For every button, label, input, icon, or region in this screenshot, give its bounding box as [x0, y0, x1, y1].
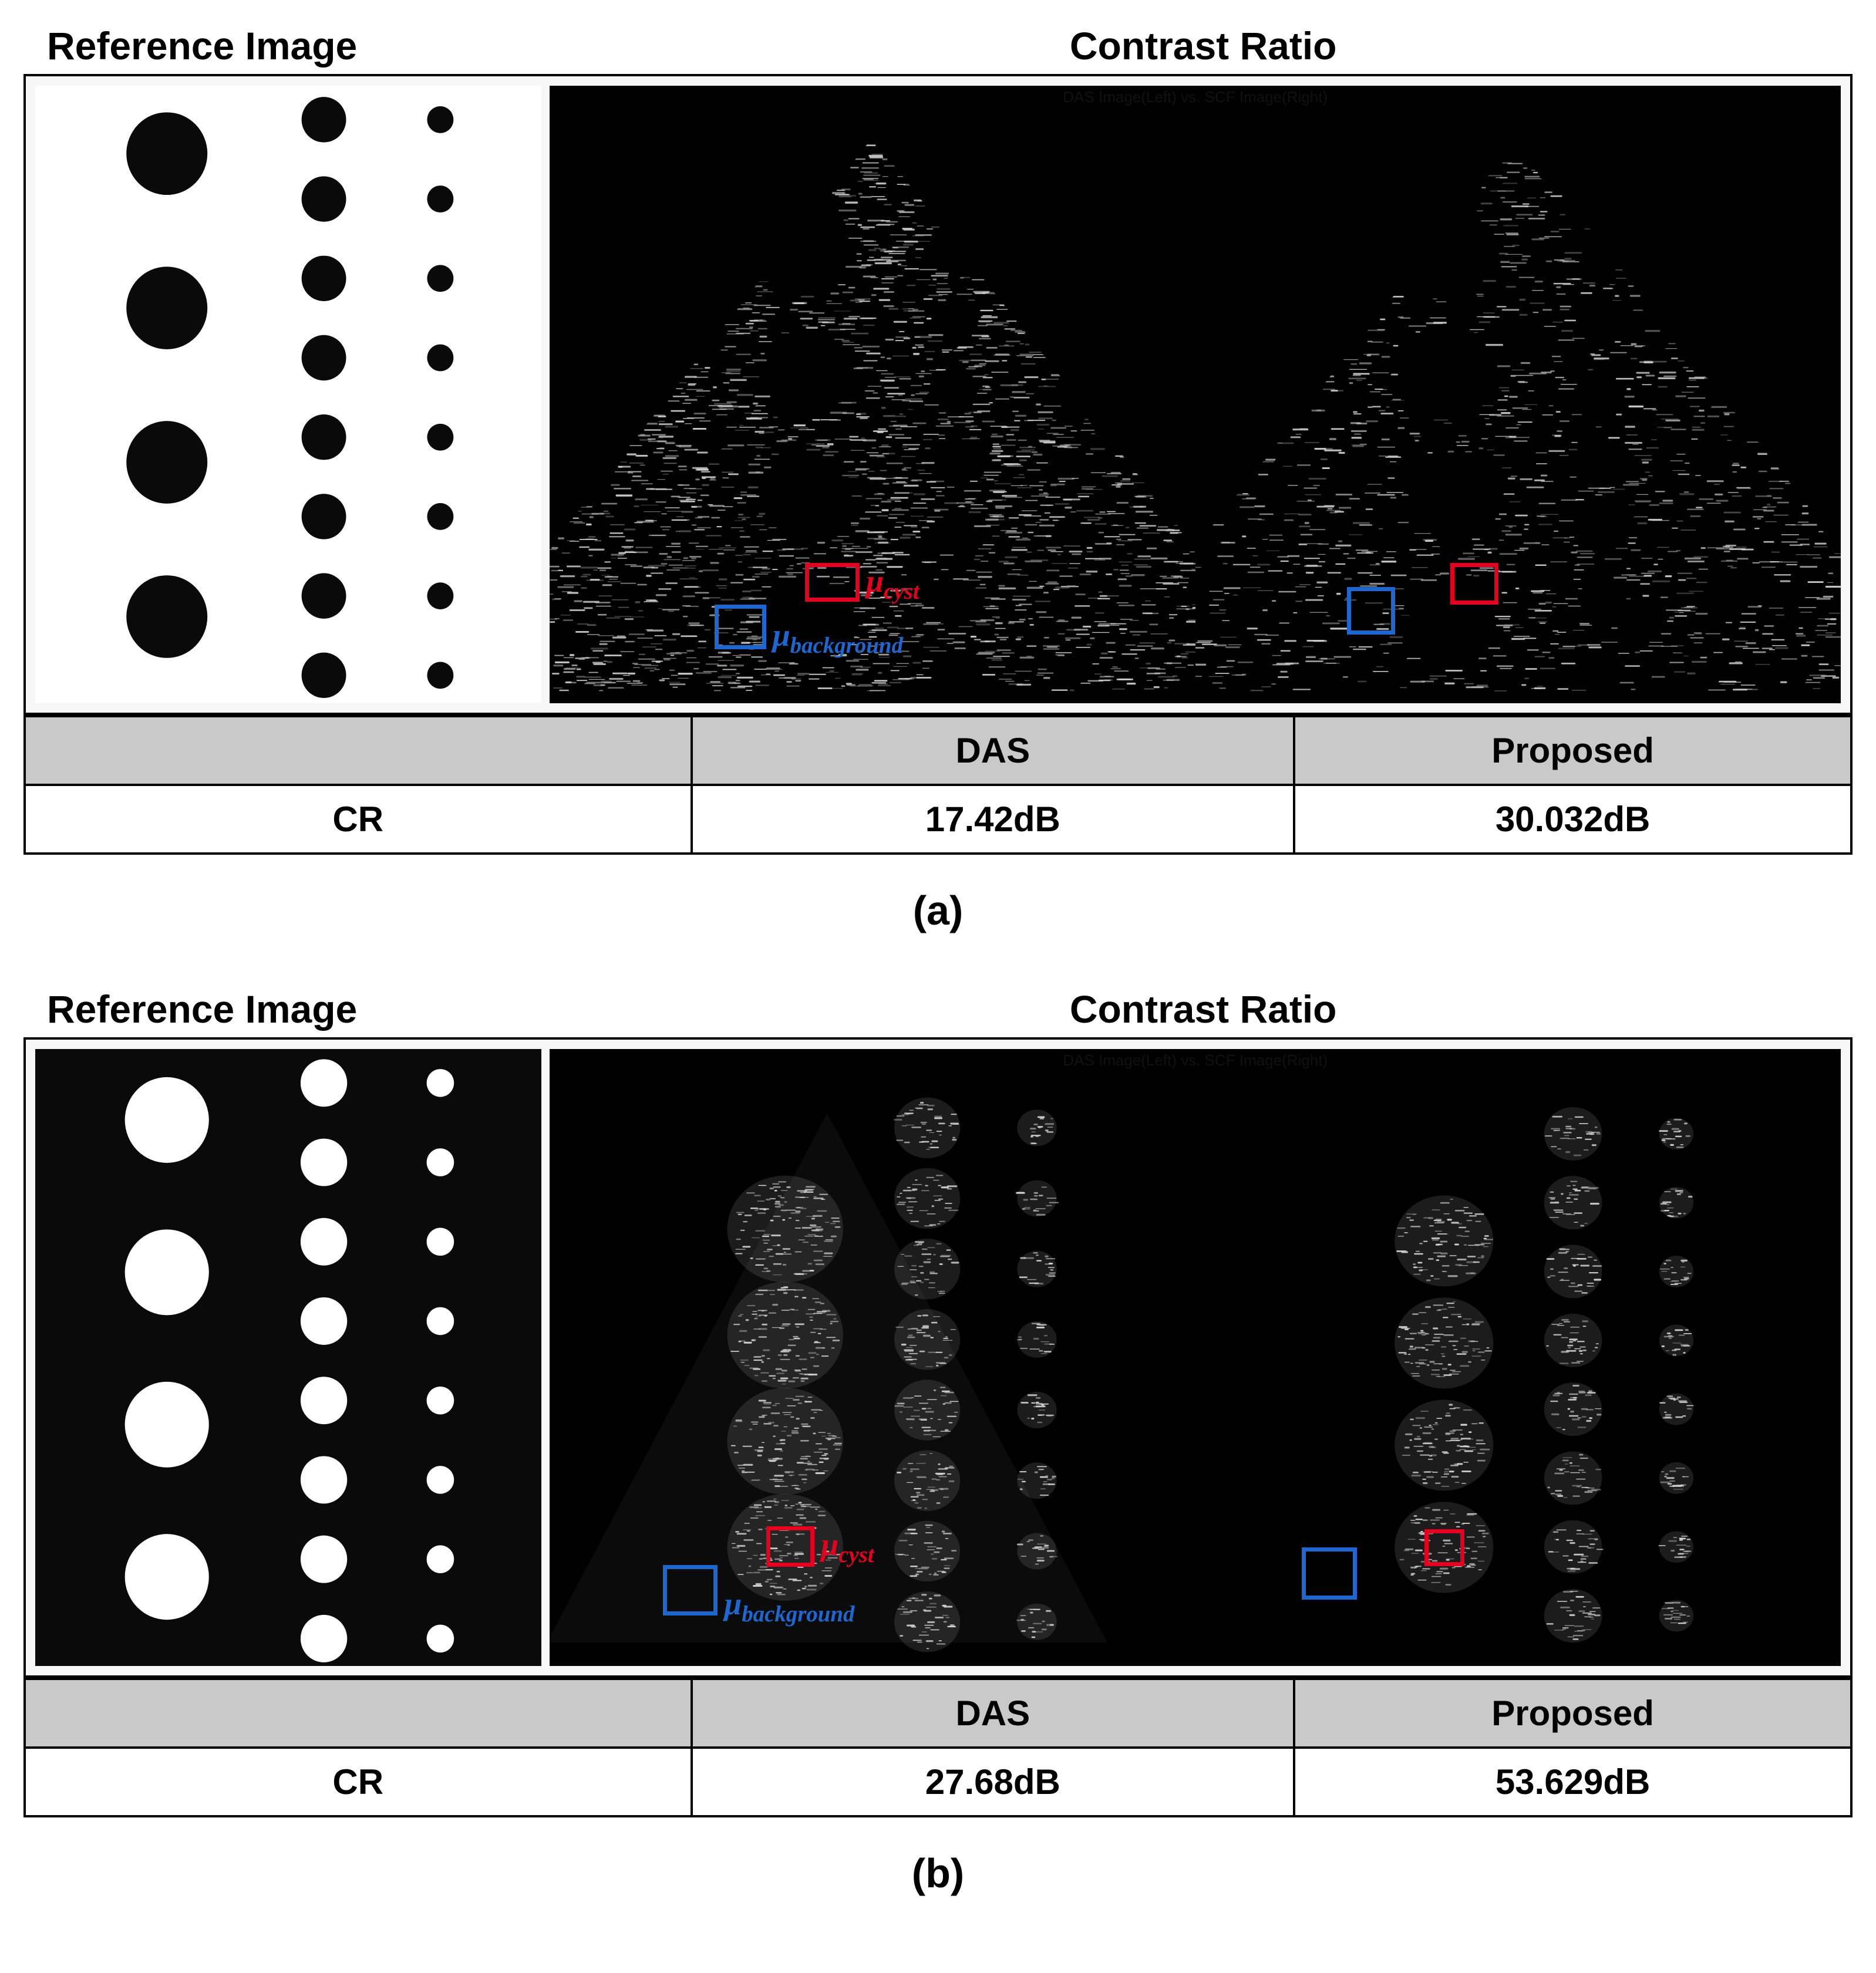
label-mu_background: μbackground: [724, 1586, 854, 1627]
table-value: 17.42dB: [692, 785, 1295, 854]
roi-background: [715, 605, 766, 649]
ultrasound-pair: DAS Image(Left) vs. SCF Image(Right)μcys…: [550, 1049, 1841, 1667]
panel-box: DAS Image(Left) vs. SCF Image(Right)μcys…: [23, 1037, 1853, 1678]
roi-cyst: [805, 563, 860, 602]
roi-background: [663, 1565, 718, 1616]
label-mu_cyst: μcyst: [821, 1526, 874, 1568]
ultrasound-left: μcyst μbackground: [550, 1049, 1195, 1667]
table-header: DAS: [692, 716, 1295, 785]
ultrasound-title: DAS Image(Left) vs. SCF Image(Right): [550, 1049, 1841, 1070]
table-value: 30.032dB: [1294, 785, 1851, 854]
table-header: [25, 716, 692, 785]
table-row-label: CR: [25, 1748, 692, 1816]
subcaption: (b): [23, 1850, 1853, 1897]
results-table: DASProposed CR27.68dB53.629dB: [23, 1678, 1853, 1817]
roi-background: [1302, 1547, 1356, 1600]
header-contrast: Contrast Ratio: [554, 987, 1853, 1031]
ultrasound-title: DAS Image(Left) vs. SCF Image(Right): [550, 86, 1841, 106]
ultrasound-right: [1195, 86, 1841, 703]
table-value: 53.629dB: [1294, 1748, 1851, 1816]
header-reference: Reference Image: [23, 987, 554, 1031]
header-reference: Reference Image: [23, 23, 554, 68]
roi-cyst: [766, 1526, 814, 1567]
table-header: [25, 1679, 692, 1748]
results-table: DASProposed CR17.42dB30.032dB: [23, 715, 1853, 855]
panel-box: DAS Image(Left) vs. SCF Image(Right)μcys…: [23, 74, 1853, 715]
ultrasound-pair: DAS Image(Left) vs. SCF Image(Right)μcys…: [550, 86, 1841, 703]
table-header: DAS: [692, 1679, 1295, 1748]
table-header: Proposed: [1294, 716, 1851, 785]
header-contrast: Contrast Ratio: [554, 23, 1853, 68]
ultrasound-left: μcyst μbackground: [550, 86, 1195, 703]
reference-image: [35, 86, 541, 703]
table-row-label: CR: [25, 785, 692, 854]
figure-panel-b: Reference ImageContrast Ratio DAS Image(L…: [23, 987, 1853, 1897]
label-mu_background: μbackground: [773, 617, 903, 659]
roi-cyst: [1424, 1529, 1464, 1566]
figure-panel-a: Reference ImageContrast Ratio DAS Image(L…: [23, 23, 1853, 934]
roi-cyst: [1450, 563, 1498, 605]
table-header: Proposed: [1294, 1679, 1851, 1748]
table-value: 27.68dB: [692, 1748, 1295, 1816]
roi-background: [1347, 587, 1395, 635]
subcaption: (a): [23, 887, 1853, 934]
label-mu_cyst: μcyst: [866, 563, 920, 605]
reference-image: [35, 1049, 541, 1667]
ultrasound-right: [1195, 1049, 1841, 1667]
